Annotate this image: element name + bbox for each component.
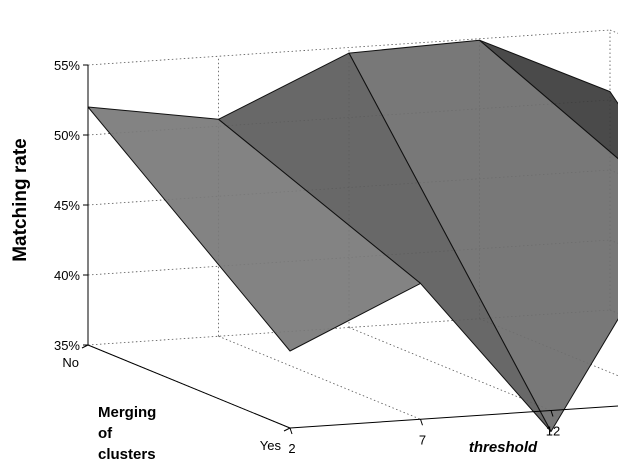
x-tick-label: 7 [419, 432, 426, 447]
y-tick-label: 40% [54, 268, 80, 283]
depth-tick-label: No [62, 355, 79, 370]
surface-layer [88, 40, 618, 432]
y-tick-label: 55% [54, 58, 80, 73]
y-tick-label: 45% [54, 198, 80, 213]
x-axis-title: threshold [469, 439, 538, 456]
depth-tick-mark [284, 428, 290, 431]
x-tick-mark [290, 428, 292, 434]
depth-tick-label: Yes [260, 438, 282, 453]
x-tick-label: 12 [546, 424, 560, 439]
floor-gridline [219, 336, 421, 419]
y-tick-label: 35% [54, 338, 80, 353]
x-tick-label: 2 [288, 441, 295, 456]
x-tick-mark [421, 419, 423, 425]
depth-axis-title-line-2: of [98, 425, 113, 442]
y-tick-label: 50% [54, 128, 80, 143]
depth-axis-title-line-3: clusters [98, 446, 156, 463]
y-axis-title: Matching rate [10, 138, 31, 262]
depth-axis-title-line-1: Merging [98, 404, 156, 421]
